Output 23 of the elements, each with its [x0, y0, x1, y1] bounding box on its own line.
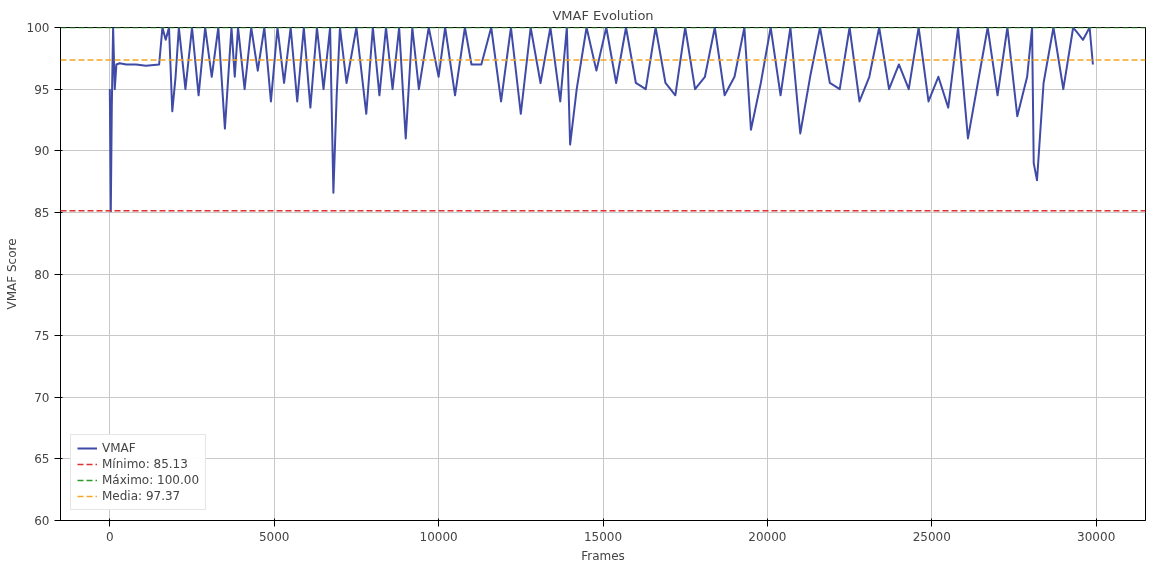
legend-label: Media: 97.37 — [102, 489, 181, 503]
y-tick-label: 100 — [26, 21, 50, 35]
y-tick-label: 70 — [34, 390, 50, 405]
x-tick-label: 20000 — [748, 529, 787, 544]
y-tick-label: 95 — [34, 82, 50, 97]
x-tick-label: 0 — [106, 529, 114, 544]
legend-label: Máximo: 100.00 — [102, 473, 200, 487]
y-tick-label: 90 — [34, 144, 50, 159]
y-tick-label: 75 — [34, 329, 50, 344]
y-tick-label: 65 — [34, 452, 50, 467]
legend-label: Mínimo: 85.13 — [102, 457, 188, 471]
x-tick-label: 25000 — [912, 529, 951, 544]
x-tick-label: 30000 — [1077, 529, 1116, 544]
y-tick-label: 85 — [34, 205, 50, 220]
x-tick-label: 5000 — [258, 529, 290, 544]
x-tick-label: 10000 — [419, 529, 458, 544]
y-tick-label: 60 — [34, 514, 50, 528]
y-tick-label: 80 — [34, 267, 50, 282]
y-axis-title: VMAF Score — [4, 238, 19, 310]
chart-title: VMAF Evolution — [552, 7, 654, 23]
x-axis-title: Frames — [581, 548, 625, 563]
x-tick-label: 15000 — [583, 529, 623, 544]
legend-label: VMAF — [102, 441, 136, 455]
